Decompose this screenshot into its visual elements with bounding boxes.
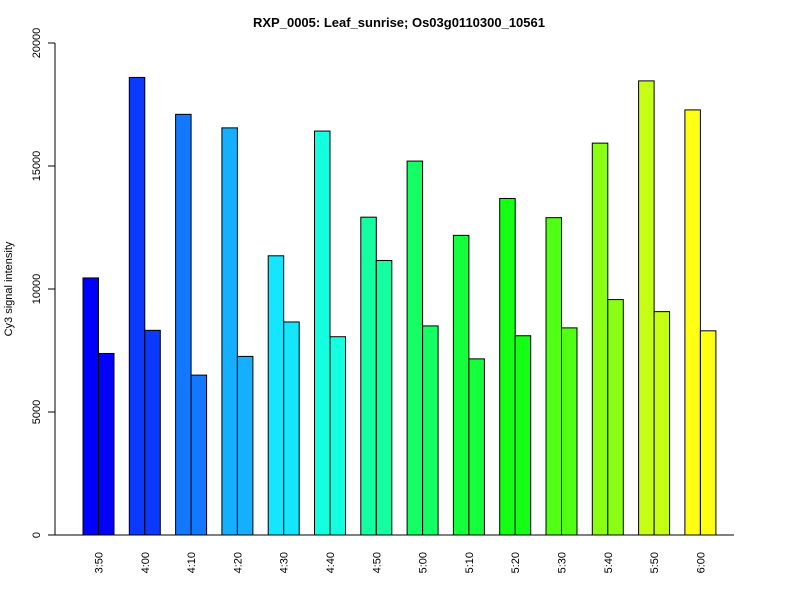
x-tick-label: 3:50 — [94, 552, 106, 573]
x-tick-label: 5:50 — [649, 552, 661, 573]
bar-4:00-series-1 — [128, 76, 146, 536]
y-tick-label: 10000 — [31, 274, 43, 305]
bar-5:00-series-1 — [406, 160, 424, 536]
x-axis-tick-labels: 3:50 4:00 4:10 4:20 4:30 4:40 4:50 5:00 5:10 5:20… — [94, 552, 708, 573]
y-tick-label: 0 — [31, 532, 43, 538]
x-tick-label: 6:00 — [695, 552, 707, 573]
bars-group — [82, 76, 717, 536]
y-tick-label: 5000 — [31, 400, 43, 424]
y-tick-label: 15000 — [31, 151, 43, 182]
bar-4:20-series-1 — [221, 127, 238, 536]
x-tick-label: 5:10 — [464, 552, 476, 573]
x-tick-label: 4:40 — [325, 552, 337, 573]
bar-4:40-series-2 — [329, 336, 346, 536]
bar-5:20-series-2 — [514, 335, 532, 536]
bar-5:30-series-2 — [561, 327, 578, 536]
bar-4:50-series-2 — [375, 259, 393, 536]
bar-5:10-series-1 — [452, 234, 470, 536]
x-tick-label: 5:20 — [510, 552, 522, 573]
x-tick-label: 4:00 — [140, 552, 152, 573]
bar-4:30-series-1 — [267, 255, 285, 536]
x-tick-label: 4:20 — [232, 552, 244, 573]
x-tick-label: 4:10 — [186, 552, 198, 573]
bar-4:20-series-2 — [236, 355, 254, 536]
bar-3:50-series-1 — [82, 277, 99, 536]
y-tick-label: 20000 — [31, 28, 43, 59]
x-tick-label: 4:30 — [279, 552, 291, 573]
x-tick-label: 4:50 — [371, 552, 383, 573]
bar-4:50-series-1 — [360, 216, 377, 536]
bar-3:50-series-2 — [98, 352, 115, 536]
bar-5:30-series-1 — [545, 217, 562, 536]
bar-5:00-series-2 — [422, 325, 439, 536]
x-tick-label: 5:00 — [418, 552, 430, 573]
bar-4:30-series-2 — [283, 321, 300, 536]
bar-4:10-series-2 — [190, 374, 208, 536]
bar-5:40-series-1 — [591, 142, 609, 536]
bar-5:50-series-2 — [653, 311, 671, 536]
bar-5:40-series-2 — [607, 299, 624, 536]
bar-4:10-series-1 — [175, 113, 192, 536]
bar-5:20-series-1 — [499, 197, 516, 536]
bar-6:00-series-1 — [684, 109, 701, 536]
bar-4:00-series-2 — [144, 329, 161, 536]
y-axis-label: Cy3 signal intensity — [3, 241, 15, 336]
chart-title: RXP_0005: Leaf_sunrise; Os03g0110300_105… — [253, 15, 545, 30]
y-axis-ticks: 0 5000 10000 15000 20000 — [31, 28, 55, 538]
bar-4:40-series-1 — [314, 130, 331, 536]
x-tick-label: 5:40 — [603, 552, 615, 573]
bar-6:00-series-2 — [699, 330, 717, 536]
x-tick-label: 5:30 — [557, 552, 569, 573]
bar-5:50-series-1 — [638, 80, 655, 536]
bar-5:10-series-2 — [468, 358, 485, 536]
